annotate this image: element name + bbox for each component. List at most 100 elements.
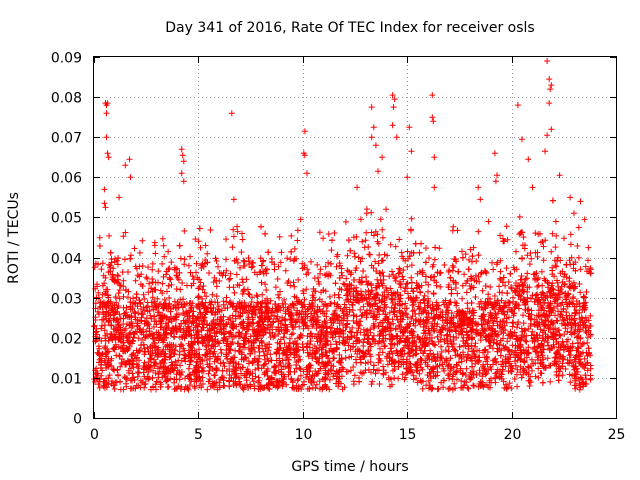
data-point	[251, 383, 258, 389]
data-point	[279, 383, 286, 390]
data-point	[368, 262, 375, 269]
data-point	[524, 284, 531, 291]
data-point	[96, 334, 103, 341]
data-point	[563, 261, 570, 268]
data-point	[553, 263, 560, 270]
data-point	[252, 373, 259, 380]
data-point	[526, 261, 533, 268]
data-point	[520, 234, 527, 241]
data-point	[424, 361, 431, 368]
data-point	[392, 277, 399, 284]
data-point	[322, 341, 329, 347]
data-point	[171, 298, 178, 305]
data-point	[505, 384, 512, 391]
data-point	[392, 301, 399, 308]
data-point	[363, 229, 370, 236]
data-point	[443, 317, 450, 324]
data-point	[409, 313, 416, 320]
data-point	[347, 271, 354, 278]
data-point	[545, 280, 552, 287]
data-point	[488, 314, 495, 321]
data-point	[280, 304, 287, 311]
data-point	[170, 334, 177, 341]
data-point	[467, 246, 474, 253]
data-point	[234, 281, 241, 288]
data-point	[269, 309, 276, 316]
data-point	[522, 242, 528, 249]
data-point	[160, 242, 167, 249]
data-point	[157, 363, 164, 370]
data-point	[132, 263, 139, 270]
data-point	[547, 378, 554, 385]
data-point	[554, 258, 561, 264]
data-point	[405, 345, 412, 352]
data-point	[362, 360, 369, 367]
data-point	[383, 206, 390, 213]
data-point	[478, 269, 485, 276]
data-point	[360, 369, 367, 376]
data-point	[149, 266, 156, 273]
data-point	[399, 371, 406, 378]
data-point	[175, 276, 182, 283]
data-point	[517, 276, 524, 283]
data-point	[445, 362, 452, 369]
data-point	[468, 355, 475, 362]
data-point	[281, 316, 288, 323]
data-point	[120, 386, 127, 393]
data-point	[361, 353, 368, 360]
data-point	[240, 257, 247, 264]
data-point	[120, 339, 126, 346]
data-point	[277, 288, 283, 295]
data-point	[258, 223, 264, 230]
data-point	[357, 318, 364, 325]
data-point	[116, 353, 123, 360]
data-point	[213, 283, 220, 290]
data-point	[205, 378, 212, 385]
data-point	[229, 244, 236, 251]
data-point	[126, 322, 133, 329]
data-point	[281, 330, 288, 337]
data-point	[149, 294, 156, 301]
data-point	[424, 372, 431, 378]
data-point	[131, 245, 138, 252]
data-point	[240, 279, 246, 286]
data-point	[291, 245, 298, 252]
data-point	[261, 352, 268, 359]
data-point	[380, 307, 386, 314]
data-point	[497, 232, 504, 239]
data-point	[476, 370, 483, 377]
data-point	[350, 378, 357, 385]
data-point	[435, 302, 442, 309]
data-point	[567, 241, 574, 248]
data-point	[567, 379, 574, 386]
data-point	[408, 315, 415, 322]
data-point	[173, 371, 180, 378]
data-point	[553, 372, 560, 378]
data-point	[311, 275, 318, 282]
data-point	[233, 271, 240, 278]
data-point	[320, 235, 327, 242]
data-point	[483, 270, 490, 277]
data-point	[215, 303, 222, 310]
data-point	[248, 310, 255, 317]
data-point	[148, 315, 155, 322]
data-point	[400, 255, 407, 262]
data-point	[463, 357, 470, 364]
data-point	[549, 307, 556, 314]
data-point	[229, 368, 235, 375]
data-point	[143, 274, 150, 281]
data-point	[408, 262, 415, 269]
data-point	[244, 368, 251, 375]
data-point	[523, 370, 530, 377]
data-point	[284, 255, 291, 262]
data-point	[582, 314, 589, 321]
data-point	[181, 351, 188, 358]
data-point	[422, 279, 429, 286]
data-point	[584, 360, 591, 367]
data-point	[466, 283, 473, 289]
data-point	[356, 378, 363, 385]
data-point	[468, 342, 475, 349]
data-point	[539, 352, 546, 359]
data-point	[224, 304, 231, 311]
data-point	[544, 339, 551, 346]
